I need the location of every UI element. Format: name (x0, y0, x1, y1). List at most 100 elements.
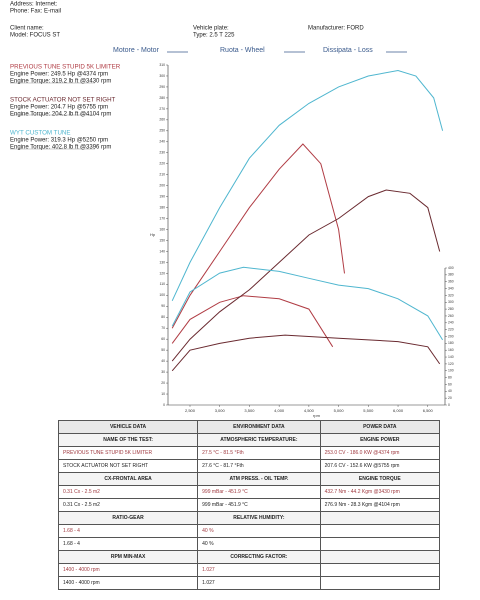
test-power: Engine Power: 204.7 Hp @5755 rpm (10, 105, 108, 111)
y-tick-label: 310 (159, 63, 165, 67)
y-tick-label: 40 (161, 359, 165, 363)
y-tick-label: 190 (159, 195, 165, 199)
table-cell: ENGINE POWER (319, 433, 441, 447)
table-cell: 0.31 Cx - 2.5 m2 (57, 498, 199, 512)
empty-cell (319, 537, 441, 551)
manufacturer: Manufacturer: FORD (308, 26, 364, 32)
y-tick-label: 110 (160, 282, 166, 286)
curve (171, 295, 334, 348)
table-row: 1.68 - 4 40 % (57, 537, 441, 551)
table-cell: 207.6 CV - 152.6 KW @5755 rpm (319, 459, 441, 473)
empty-cell (319, 511, 441, 525)
table-row: 0.31 Cx - 2.5 m2 999 mBar - 451.9 °C 276.9… (57, 498, 441, 512)
y-tick-label: 10 (161, 392, 165, 396)
table-cell: STOCK ACTUATOR NOT SET RIGHT (57, 459, 199, 473)
y2-tick-label: 340 (448, 286, 454, 290)
table-cell: 40 % (197, 537, 321, 551)
y-tick-label: 280 (159, 96, 165, 100)
y-tick-label: 160 (159, 227, 165, 231)
table-row: 0.31 Cx - 2.5 m2 999 mBar - 451.9 °C 432.7… (57, 485, 441, 499)
y2-tick-label: 280 (448, 307, 454, 311)
y-tick-label: 90 (161, 304, 165, 308)
y-tick-label: 30 (161, 370, 165, 374)
header-cell: VEHICLE DATA (57, 420, 199, 434)
table-cell: 1.027 (197, 576, 321, 590)
phone: Phone: Fax: E-mail (10, 9, 61, 15)
y2-tick-label: 120 (448, 362, 454, 366)
y-tick-label: 240 (159, 140, 165, 144)
y2-tick-label: 380 (448, 273, 454, 277)
legend-entry: Ruota - Wheel (220, 47, 265, 54)
y2-tick-label: 400 (448, 266, 454, 270)
y-tick-label: 200 (159, 184, 165, 188)
header-cell: POWER DATA (319, 420, 441, 434)
table-cell: PREVIOUS TUNE STUPID 5K LIMITER (57, 446, 199, 460)
test-title: WYT CUSTOM TUNE (10, 130, 71, 137)
y-tick-label: 0 (163, 403, 165, 407)
y2-tick-label: 160 (448, 348, 454, 352)
curve (171, 69, 444, 302)
legend-entry: Dissipata - Loss (323, 47, 373, 54)
table-cell: 40 % (197, 524, 321, 538)
table-cell: RELATIVE HUMIDITY: (197, 511, 321, 525)
curve (171, 143, 345, 329)
table-cell: 0.31 Cx - 2.5 m2 (57, 485, 199, 499)
y-tick-label: 80 (161, 315, 165, 319)
x-tick-label: 3,500 (244, 408, 255, 413)
x-tick-label: 4,000 (274, 408, 285, 413)
table-cell: ATMOSPHERIC TEMPERATURE: (197, 433, 321, 447)
y2-tick-label: 140 (448, 355, 454, 359)
table-cell: CORRECTING FACTOR: (197, 550, 321, 564)
table-cell: 27.5 °C - 81.5 °Fth (197, 446, 321, 460)
table-cell: 1.027 (197, 563, 321, 577)
table-cell: RPM MIN-MAX (57, 550, 199, 564)
table-cell: RATIO-GEAR (57, 511, 199, 525)
y2-tick-label: 20 (448, 396, 452, 400)
legend-entry: Motore - Motor (113, 47, 160, 54)
test-title: PREVIOUS TUNE STUPID 5K LIMITER (10, 64, 121, 71)
empty-cell (319, 576, 441, 590)
x-tick-label: 6,000 (393, 408, 404, 413)
model: Model: FOCUS ST (10, 33, 60, 39)
address: Address: Internet: (10, 2, 58, 8)
y-tick-label: 210 (159, 173, 165, 177)
y-tick-label: 150 (159, 238, 165, 242)
plate: Vehicle plate: (193, 26, 229, 32)
y2-tick-label: 300 (448, 300, 454, 304)
table-cell: CX-FRONTAL AREA (57, 472, 199, 486)
x-tick-label: 3,000 (215, 408, 226, 413)
empty-cell (319, 524, 441, 538)
y2-tick-label: 180 (448, 341, 454, 345)
y2-tick-label: 220 (448, 328, 454, 332)
table-row: STOCK ACTUATOR NOT SET RIGHT 27.6 °C - 81… (57, 459, 441, 473)
table-row: 1.68 - 4 40 % (57, 524, 441, 538)
x-tick-label: 5,000 (334, 408, 345, 413)
table-cell: 1.68 - 4 (57, 524, 199, 538)
header-cell: ENVIRONMENT DATA (197, 420, 321, 434)
client: Client name: (10, 26, 44, 32)
y-tick-label: 230 (159, 151, 165, 155)
table-cell: 432.7 Nm - 44.2 Kgm @3430 rpm (319, 485, 441, 499)
table-cell: 276.9 Nm - 28.3 Kgm @4104 rpm (319, 498, 441, 512)
y-tick-label: 300 (159, 74, 165, 78)
y-tick-label: 180 (159, 205, 165, 209)
test-torque: Engine Torque: 204.2 lb ft @4104 rpm (10, 112, 111, 118)
x-axis-label: rpm (313, 413, 321, 418)
curve (171, 266, 444, 341)
table-row: CX-FRONTAL AREA ATM PRESS. - OIL TEMP. ENG… (57, 472, 441, 486)
y2-tick-label: 320 (448, 293, 454, 297)
table-cell: 999 mBar - 451.9 °C (197, 485, 321, 499)
data-table: VEHICLE DATA ENVIRONMENT DATA POWER DATA… (57, 420, 441, 590)
table-cell: ENGINE TORQUE (319, 472, 441, 486)
y-tick-label: 170 (159, 216, 165, 220)
dyno-sheet: Address: Internet: Phone: Fax: E-mail Cl… (10, 2, 454, 418)
table-row: NAME OF THE TEST: ATMOSPHERIC TEMPERATURE… (57, 433, 441, 447)
table-row: 1400 - 4000 rpm 1.027 (57, 576, 441, 590)
y-tick-label: 70 (161, 326, 165, 330)
y-tick-label: 100 (159, 293, 165, 297)
y2-tick-label: 240 (448, 321, 454, 325)
y-tick-label: 60 (161, 337, 165, 341)
table-cell: ATM PRESS. - OIL TEMP. (197, 472, 321, 486)
table-row: 1400 - 4000 rpm 1.027 (57, 563, 441, 577)
